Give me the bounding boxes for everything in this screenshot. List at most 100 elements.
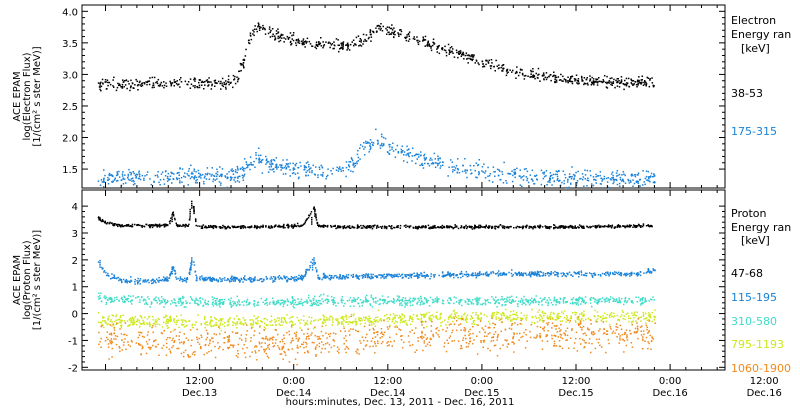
electron-point	[608, 82, 610, 84]
electron-point	[108, 81, 111, 84]
electron-point	[279, 164, 281, 166]
electron-point	[371, 143, 374, 146]
proton-point	[380, 319, 383, 321]
electron-point	[305, 162, 308, 164]
electron-point	[556, 171, 559, 173]
proton-point	[153, 281, 155, 283]
proton-point	[173, 298, 175, 300]
electron-point	[573, 177, 575, 179]
electron-point	[464, 54, 466, 57]
proton-point	[145, 223, 148, 226]
electron-point	[161, 171, 164, 173]
proton-point	[151, 282, 153, 285]
proton-point	[512, 300, 515, 303]
electron-point	[522, 179, 525, 181]
proton-point	[651, 271, 653, 273]
electron-point	[647, 176, 650, 179]
proton-point	[417, 274, 419, 276]
proton-point	[293, 276, 296, 278]
proton-point	[204, 299, 207, 301]
proton-point	[365, 317, 367, 320]
electron-point	[127, 177, 129, 179]
electron-point	[262, 28, 264, 30]
proton-point	[521, 226, 523, 228]
electron-point	[229, 82, 232, 84]
electron-point	[554, 76, 557, 79]
electron-point	[618, 80, 620, 82]
proton-point	[414, 298, 417, 300]
proton-point	[392, 298, 395, 300]
electron-point	[268, 166, 270, 168]
proton-point	[318, 304, 320, 306]
proton-point	[413, 272, 415, 274]
electron-point	[116, 180, 118, 182]
electron-point	[379, 144, 381, 147]
proton-point	[292, 226, 295, 228]
proton-point	[221, 298, 224, 301]
electron-point	[506, 182, 508, 184]
proton-point	[183, 279, 185, 282]
electron-point	[427, 40, 429, 43]
electron-point	[305, 175, 307, 177]
proton-point	[504, 298, 506, 300]
electron-point	[178, 83, 180, 85]
proton-point	[100, 300, 103, 303]
electron-point	[352, 164, 354, 166]
electron-point	[636, 79, 639, 82]
proton-point	[330, 277, 332, 280]
electron-point	[434, 158, 436, 160]
electron-point	[514, 168, 516, 171]
proton-point	[645, 272, 648, 274]
proton-point	[557, 271, 559, 274]
proton-point	[232, 304, 234, 307]
electron-point	[143, 83, 146, 85]
proton-point	[597, 301, 599, 304]
proton-point	[592, 225, 594, 227]
proton-point	[391, 276, 393, 279]
electron-point	[228, 81, 230, 83]
electron-point	[242, 64, 244, 67]
proton-point	[385, 273, 388, 276]
electron-point	[595, 173, 597, 176]
electron-point	[170, 83, 173, 85]
proton-point	[577, 300, 580, 302]
electron-point	[595, 79, 598, 81]
proton-point	[117, 223, 119, 226]
electron-point	[315, 166, 317, 168]
electron-point	[352, 170, 354, 173]
proton-point	[203, 277, 206, 280]
proton-point	[443, 226, 446, 229]
electron-point	[106, 88, 108, 90]
electron-point	[288, 166, 290, 168]
electron-point	[292, 39, 295, 42]
proton-point	[342, 318, 344, 320]
electron-point	[267, 171, 270, 173]
electron-point	[596, 84, 599, 86]
electron-point	[143, 177, 145, 180]
electron-point	[555, 76, 558, 79]
proton-point	[460, 304, 463, 307]
proton-point	[232, 280, 235, 282]
proton-point	[151, 224, 154, 226]
electron-point	[376, 25, 378, 27]
proton-point	[458, 302, 460, 304]
electron-point	[385, 27, 387, 30]
proton-point	[495, 318, 497, 320]
electron-point	[645, 175, 648, 178]
proton-point	[399, 321, 402, 324]
proton-point	[230, 276, 233, 279]
proton-point	[351, 299, 353, 302]
electron-point	[298, 42, 301, 44]
electron-point	[399, 33, 402, 36]
proton-point	[446, 225, 448, 227]
electron-point	[617, 174, 619, 177]
proton-point	[397, 226, 399, 229]
proton-point	[188, 272, 190, 274]
proton-point	[164, 303, 167, 305]
electron-point	[284, 38, 287, 40]
electron-point	[628, 182, 631, 184]
proton-point	[425, 298, 427, 300]
proton-point	[322, 224, 325, 226]
electron-point	[606, 82, 608, 85]
proton-point	[108, 297, 110, 299]
